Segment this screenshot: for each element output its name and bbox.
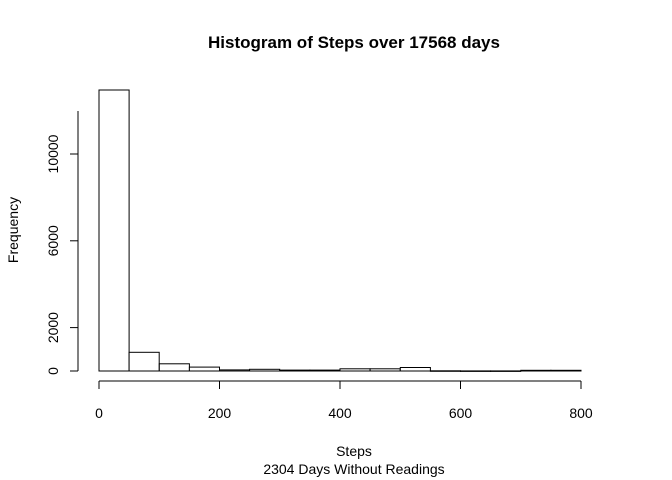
x-tick-label: 200 [208, 405, 232, 421]
histogram-bar-8 [339, 368, 371, 372]
histogram-bar-5 [249, 368, 281, 372]
histogram-bar-14 [520, 369, 552, 372]
y-tick-label: 10000 [45, 134, 61, 173]
x-axis-ticks: 0 200 400 600 800 [95, 381, 593, 421]
histogram-bar-1 [128, 351, 160, 372]
histogram-bar-6 [279, 369, 311, 372]
histogram-bar-12 [460, 370, 492, 372]
bars-group [98, 89, 582, 372]
chart-subtitle: 2304 Days Without Readings [263, 461, 444, 477]
histogram-bar-4 [219, 369, 251, 372]
histogram-bar-9 [369, 368, 401, 372]
y-tick-label: 6000 [45, 225, 61, 256]
histogram-bar-3 [188, 366, 220, 372]
x-tick-label: 400 [328, 405, 352, 421]
histogram-bar-13 [490, 370, 522, 372]
x-tick-label: 800 [569, 405, 593, 421]
chart-title: Histogram of Steps over 17568 days [208, 33, 500, 52]
histogram-bar-15 [550, 369, 582, 372]
histogram-bar-2 [158, 363, 190, 372]
histogram-bar-11 [429, 370, 461, 372]
histogram-bar-0 [98, 89, 130, 372]
x-axis-label: Steps [336, 443, 372, 459]
histogram-bar-7 [309, 369, 341, 372]
y-axis-label: Frequency [5, 197, 21, 263]
histogram-bar-10 [399, 367, 431, 372]
y-axis-ticks: 0 2000 6000 10000 [45, 134, 78, 375]
x-tick-label: 600 [449, 405, 473, 421]
y-tick-label: 0 [45, 367, 61, 375]
y-tick-label: 2000 [45, 312, 61, 343]
x-tick-label: 0 [95, 405, 103, 421]
